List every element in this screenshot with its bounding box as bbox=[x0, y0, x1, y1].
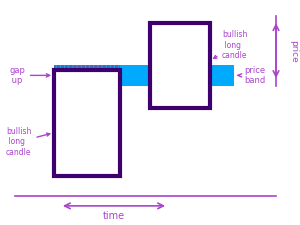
Bar bbox=[150, 22, 210, 108]
Text: time: time bbox=[103, 211, 125, 221]
Text: bullish
 long
candle: bullish long candle bbox=[214, 30, 248, 60]
Text: price
band: price band bbox=[238, 66, 266, 85]
Bar bbox=[54, 65, 234, 86]
Bar bbox=[54, 70, 120, 176]
Text: price: price bbox=[290, 40, 298, 63]
Text: gap
 up: gap up bbox=[9, 66, 50, 85]
Text: bullish
 long
candle: bullish long candle bbox=[6, 127, 50, 157]
Bar bbox=[54, 65, 120, 86]
